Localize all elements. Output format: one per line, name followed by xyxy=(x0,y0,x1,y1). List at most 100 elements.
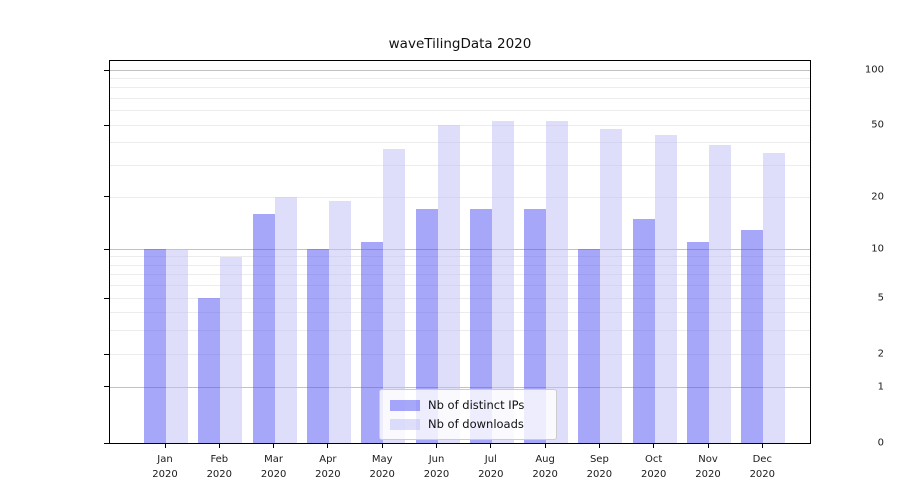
x-tick-label-mar: Mar 2020 xyxy=(246,452,302,482)
x-tick-year: 2020 xyxy=(315,469,341,480)
legend-row: Nb of distinct IPs xyxy=(390,398,556,412)
y-tick-label-1: 1 xyxy=(877,381,884,393)
bar-nb-of-downloads-aug xyxy=(546,120,569,443)
y-tick-label-10: 10 xyxy=(871,243,884,255)
bar-nb-of-downloads-feb xyxy=(220,256,243,443)
bar-nb-of-distinct-ips-jan xyxy=(144,249,166,443)
gridline-major-100 xyxy=(110,69,810,71)
gridline-minor-50 xyxy=(110,124,810,126)
gridline-minor-8 xyxy=(110,264,810,266)
gridline-minor-6 xyxy=(110,285,810,287)
bar-nb-of-distinct-ips-oct xyxy=(632,218,655,443)
gridline-minor-4 xyxy=(110,312,810,314)
chart-title: waveTilingData 2020 xyxy=(388,36,532,52)
y-tick-label-100: 100 xyxy=(864,64,884,76)
gridline-minor-80 xyxy=(110,87,810,89)
x-tick-month: Apr xyxy=(319,454,337,465)
x-tick-label-jun: Jun 2020 xyxy=(409,452,465,482)
x-tick-label-jul: Jul 2020 xyxy=(463,452,519,482)
x-tick-oct xyxy=(653,444,655,448)
y-tick-2 xyxy=(104,353,109,355)
x-tick-sep xyxy=(598,444,600,448)
gridline-minor-7 xyxy=(110,274,810,276)
plot-area xyxy=(109,60,811,444)
y-tick-0 xyxy=(104,442,109,444)
bar-nb-of-distinct-ips-aug xyxy=(524,209,547,443)
x-tick-nov xyxy=(707,444,709,448)
x-tick-month: Dec xyxy=(752,454,772,465)
legend-label-downloads: Nb of downloads xyxy=(428,417,524,431)
y-tick-1 xyxy=(104,386,109,388)
y-tick-label-0: 0 xyxy=(877,437,884,449)
bar-nb-of-distinct-ips-jul xyxy=(469,209,492,443)
x-tick-label-may: May 2020 xyxy=(354,452,410,482)
legend-label-distinct-ips: Nb of distinct IPs xyxy=(428,398,525,412)
x-tick-aug xyxy=(544,444,546,448)
bar-nb-of-downloads-oct xyxy=(654,135,677,443)
bar-nb-of-distinct-ips-dec xyxy=(741,229,764,443)
bar-nb-of-distinct-ips-mar xyxy=(252,214,275,443)
legend-swatch-downloads xyxy=(390,418,420,430)
gridline-minor-40 xyxy=(110,142,810,144)
x-tick-month: Aug xyxy=(535,454,555,465)
bar-nb-of-distinct-ips-jun xyxy=(415,209,438,443)
bar-nb-of-distinct-ips-feb xyxy=(198,298,221,443)
y-tick-20 xyxy=(104,196,109,198)
gridline-minor-3 xyxy=(110,330,810,332)
x-tick-jan xyxy=(164,444,166,448)
bar-nb-of-distinct-ips-may xyxy=(361,242,384,443)
bar-nb-of-distinct-ips-sep xyxy=(578,249,601,443)
x-tick-year: 2020 xyxy=(260,469,287,480)
x-tick-apr xyxy=(327,444,329,448)
gridline-minor-70 xyxy=(110,98,810,100)
y-tick-label-5: 5 xyxy=(877,292,884,304)
x-tick-year: 2020 xyxy=(152,469,178,480)
x-tick-label-apr: Apr 2020 xyxy=(300,452,356,482)
x-tick-month: Jan xyxy=(157,454,173,465)
gridline-minor-5 xyxy=(110,297,810,299)
x-tick-month: Sep xyxy=(589,454,609,465)
x-tick-label-jan: Jan 2020 xyxy=(137,452,193,482)
y-tick-label-2: 2 xyxy=(877,348,884,360)
bar-nb-of-downloads-jul xyxy=(491,120,514,443)
x-tick-month: Nov xyxy=(698,454,718,465)
x-tick-mar xyxy=(273,444,275,448)
x-tick-year: 2020 xyxy=(532,469,558,480)
x-tick-month: May xyxy=(371,454,393,465)
x-tick-jul xyxy=(490,444,492,448)
gridline-minor-30 xyxy=(110,165,810,167)
x-tick-label-feb: Feb 2020 xyxy=(191,452,247,482)
y-tick-label-20: 20 xyxy=(871,191,884,203)
x-tick-year: 2020 xyxy=(640,469,667,480)
legend: Nb of distinct IPs Nb of downloads xyxy=(379,389,557,440)
gridline-minor-9 xyxy=(110,256,810,258)
bar-nb-of-downloads-dec xyxy=(763,153,786,443)
gridline-minor-2 xyxy=(110,353,810,355)
bar-nb-of-distinct-ips-nov xyxy=(687,242,709,443)
x-tick-month: Jul xyxy=(484,454,497,465)
x-tick-month: Feb xyxy=(210,454,229,465)
y-tick-label-50: 50 xyxy=(871,119,884,131)
bar-nb-of-downloads-sep xyxy=(600,128,623,443)
bar-nb-of-downloads-apr xyxy=(328,200,351,443)
x-tick-label-nov: Nov 2020 xyxy=(680,452,736,482)
x-tick-month: Mar xyxy=(264,454,284,465)
bar-nb-of-downloads-jan xyxy=(166,249,188,443)
x-tick-year: 2020 xyxy=(478,469,504,480)
x-tick-year: 2020 xyxy=(423,469,450,480)
gridline-minor-20 xyxy=(110,196,810,198)
x-tick-feb xyxy=(218,444,220,448)
x-tick-jun xyxy=(436,444,437,448)
x-tick-year: 2020 xyxy=(749,469,776,480)
gridline-minor-90 xyxy=(110,78,810,79)
y-tick-5 xyxy=(104,297,109,299)
y-tick-100 xyxy=(104,69,109,71)
bar-nb-of-downloads-jun xyxy=(437,125,460,443)
legend-row: Nb of downloads xyxy=(390,417,556,431)
gridline-major-1 xyxy=(110,386,810,388)
gridline-major-10 xyxy=(110,248,810,250)
bar-nb-of-downloads-nov xyxy=(709,144,731,443)
bar-nb-of-downloads-may xyxy=(383,149,406,443)
legend-swatch-distinct-ips xyxy=(390,399,420,411)
